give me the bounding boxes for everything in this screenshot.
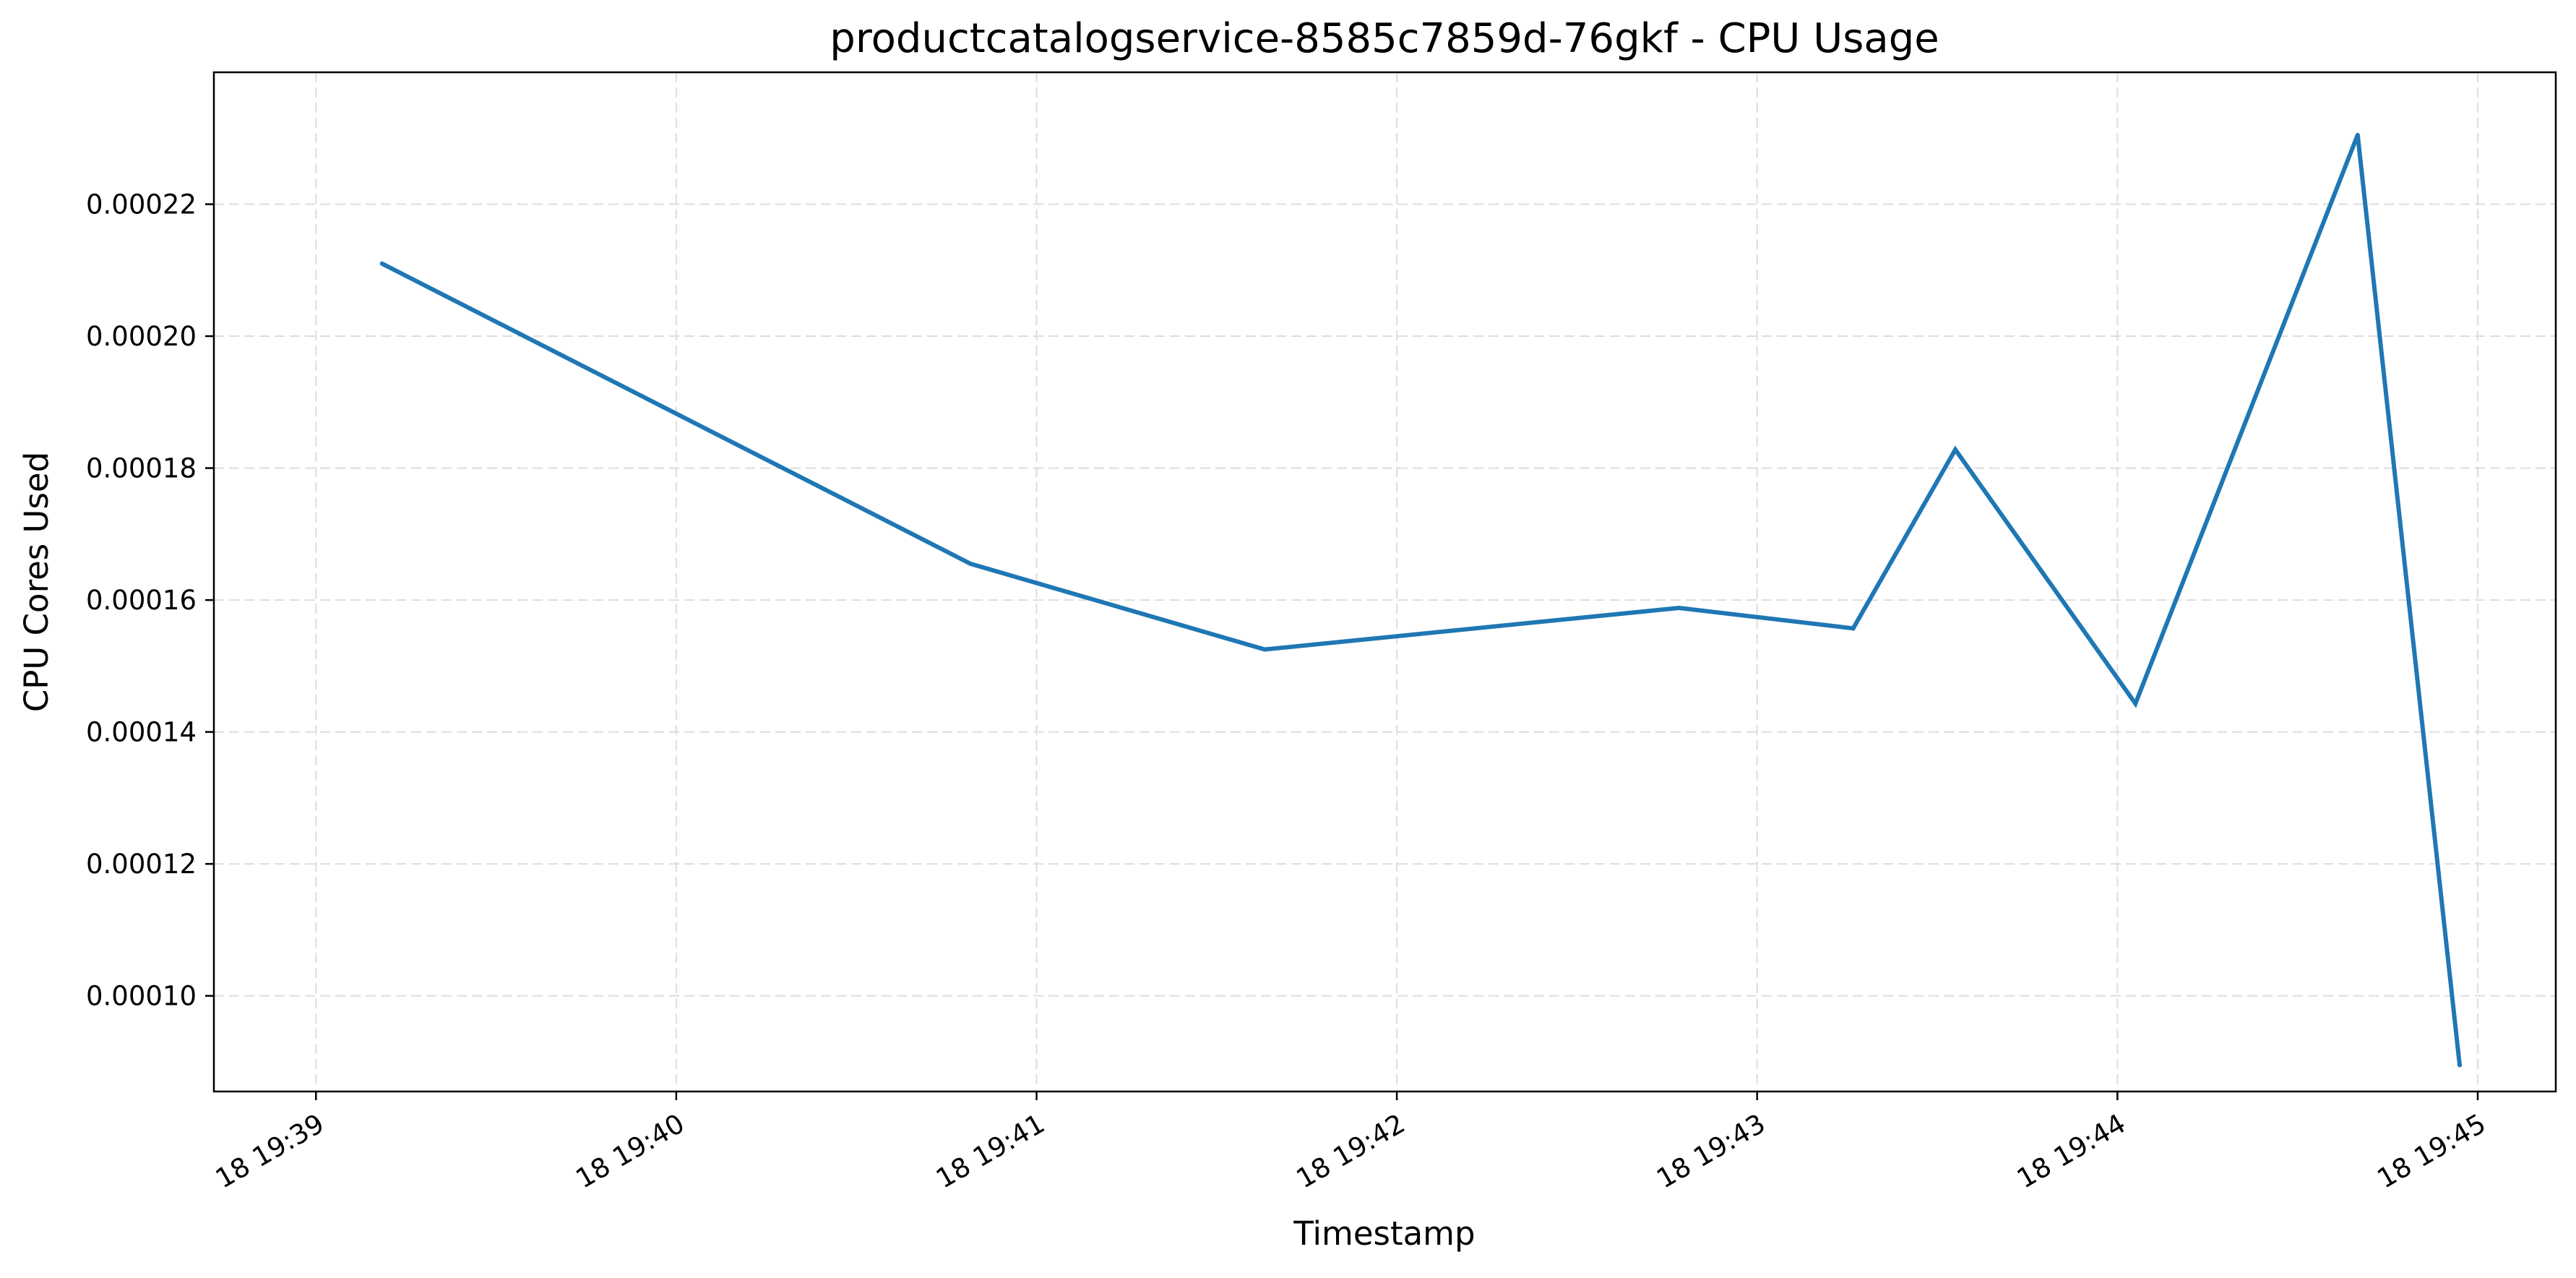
- y-tick-label: 0.00022: [86, 189, 197, 220]
- data-point: [379, 261, 384, 266]
- data-point: [968, 561, 973, 566]
- y-tick-label: 0.00014: [86, 717, 197, 748]
- y-tick-label: 0.00018: [86, 453, 197, 484]
- data-point: [1262, 647, 1267, 652]
- data-point: [2355, 132, 2360, 137]
- series-layer: [379, 132, 2463, 1068]
- data-point: [2457, 1063, 2463, 1068]
- chart-title: productcatalogservice-8585c7859d-76gkf -…: [830, 15, 1939, 62]
- data-point: [1952, 447, 1957, 453]
- y-axis-ticks: 0.00010 0.00012 0.00014 0.00016 0.00018 0.000…: [86, 189, 214, 1012]
- grid-lines: [214, 72, 2556, 1092]
- data-point: [1851, 626, 1856, 631]
- data-point: [2133, 701, 2138, 706]
- y-tick-label: 0.00012: [86, 849, 197, 880]
- plot-frame: [212, 71, 2557, 1093]
- y-axis-label: CPU Cores Used: [17, 452, 56, 712]
- data-point: [1676, 606, 1681, 611]
- y-tick-label: 0.00020: [86, 321, 197, 352]
- y-tick-label: 0.00010: [86, 981, 197, 1012]
- x-axis-label: Timestamp: [1293, 1214, 1475, 1253]
- y-tick-label: 0.00016: [86, 585, 197, 616]
